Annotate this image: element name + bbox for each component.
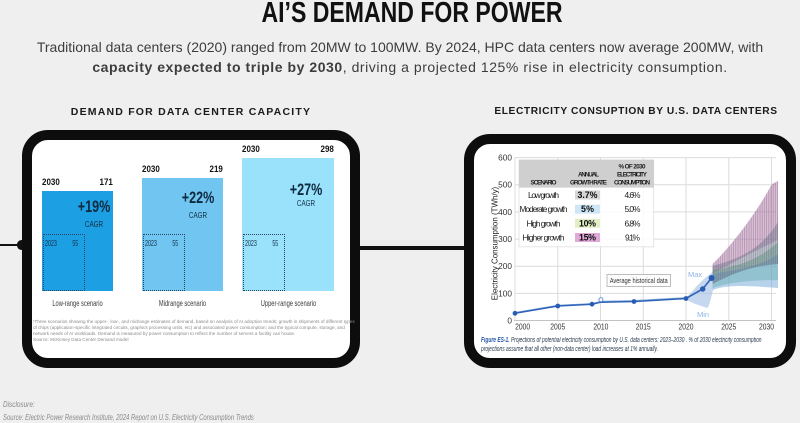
svg-text:9.1%: 9.1% xyxy=(625,233,641,243)
svg-text:15%: 15% xyxy=(579,233,596,243)
svg-text:2020: 2020 xyxy=(679,322,694,332)
svg-text:100: 100 xyxy=(498,288,512,298)
svg-text:Average historical data: Average historical data xyxy=(610,276,669,285)
svg-text:Higher growth: Higher growth xyxy=(523,233,565,243)
svg-text:SCENARIO: SCENARIO xyxy=(531,180,557,187)
svg-text:High growth: High growth xyxy=(527,218,561,228)
svg-text:2005: 2005 xyxy=(550,322,565,332)
svg-text:Max: Max xyxy=(688,270,702,279)
svg-text:2000: 2000 xyxy=(515,322,530,332)
svg-text:5.0%: 5.0% xyxy=(625,204,642,214)
svg-text:Moderate growth: Moderate growth xyxy=(520,204,568,214)
svg-text:6.8%: 6.8% xyxy=(625,218,642,228)
svg-text:5%: 5% xyxy=(581,204,594,214)
svg-text:2010: 2010 xyxy=(593,322,608,332)
svg-text:0: 0 xyxy=(507,316,512,326)
svg-text:Low growth: Low growth xyxy=(528,190,559,200)
svg-text:ANNUAL: ANNUAL xyxy=(578,172,599,179)
svg-text:4.6%: 4.6% xyxy=(625,190,642,200)
svg-text:3.7%: 3.7% xyxy=(578,190,598,200)
svg-text:CONSUMPTION: CONSUMPTION xyxy=(614,180,650,187)
svg-text:% OF 2030: % OF 2030 xyxy=(619,164,646,171)
svg-text:400: 400 xyxy=(498,207,512,217)
svg-text:600: 600 xyxy=(498,153,512,163)
svg-text:Min: Min xyxy=(697,310,709,319)
svg-text:200: 200 xyxy=(498,261,512,271)
svg-text:500: 500 xyxy=(498,180,512,190)
svg-text:300: 300 xyxy=(498,234,512,244)
svg-text:2030: 2030 xyxy=(759,322,774,332)
svg-text:2025: 2025 xyxy=(721,322,736,332)
svg-text:2015: 2015 xyxy=(636,322,651,332)
svg-text:10%: 10% xyxy=(579,218,596,228)
svg-text:GROWTH RATE: GROWTH RATE xyxy=(570,180,607,187)
svg-text:ELECTRICITY: ELECTRICITY xyxy=(617,172,648,179)
